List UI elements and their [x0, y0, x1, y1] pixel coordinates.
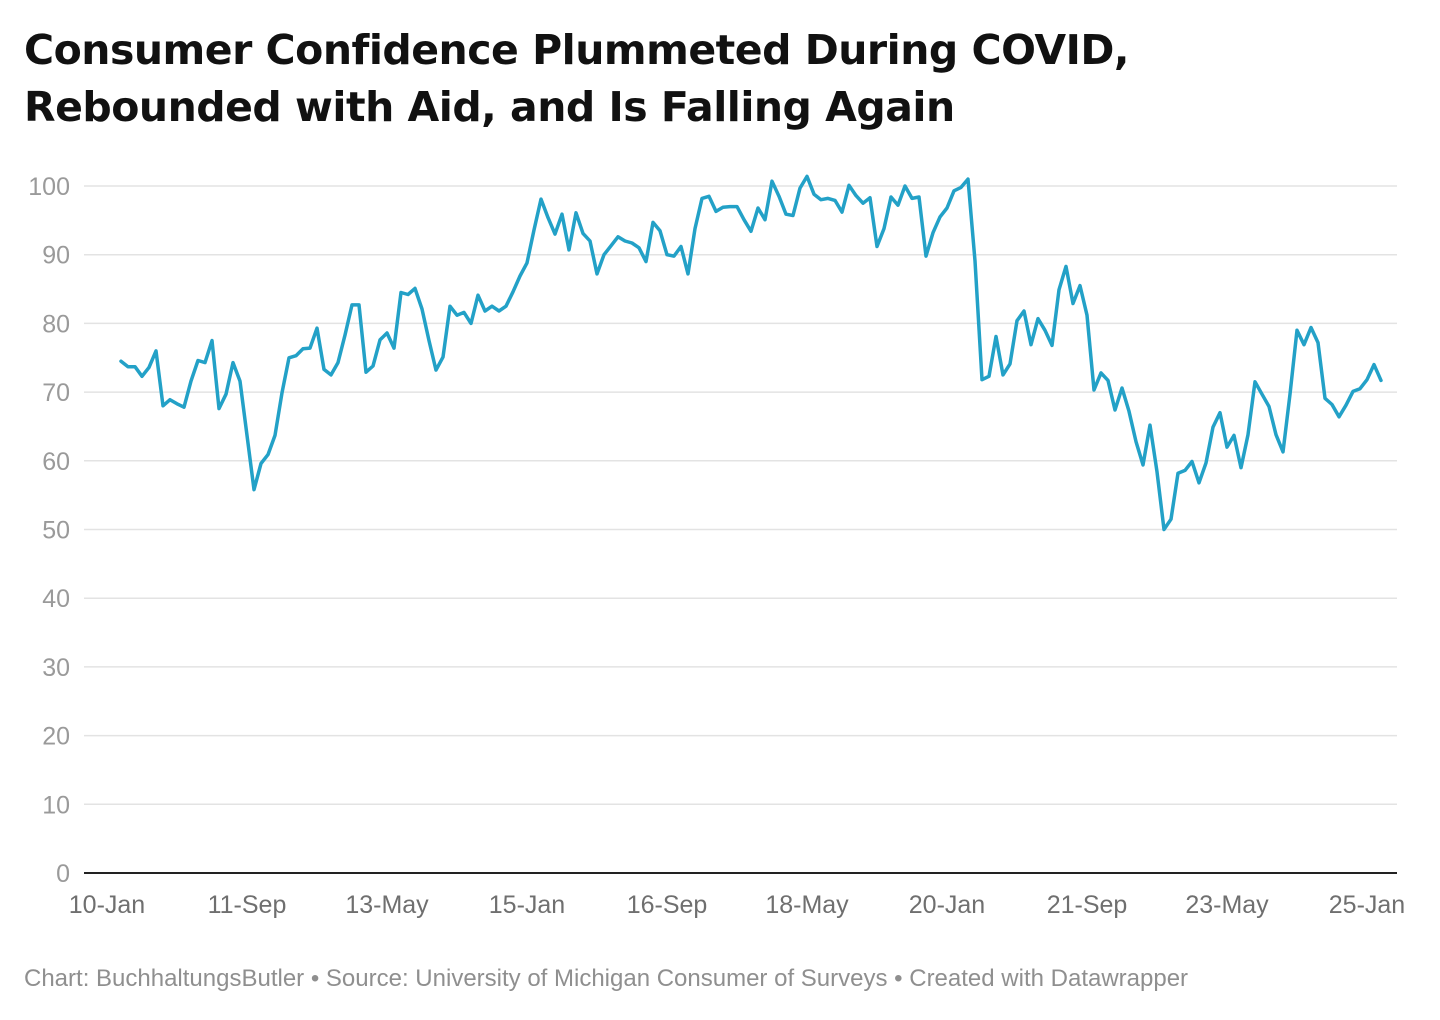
x-axis-ticks: 10-Jan 11-Sep 13-May 15-Jan 16-Sep 18-May 20-J… [69, 891, 1405, 919]
y-axis-ticks: 0 10 20 30 40 50 60 70 80 90 100 [28, 173, 70, 888]
created-with-note: Created with Datawrapper [909, 965, 1189, 992]
x-tick-label: 25-Jan [1329, 891, 1405, 919]
y-tick-label: 20 [42, 723, 70, 751]
line-chart: 0 10 20 30 40 50 60 70 80 90 100 10-Jan 11-Sep 13-Ma… [28, 173, 1405, 919]
x-tick-label: 21-Sep [1047, 891, 1128, 919]
x-tick-label: 10-Jan [69, 891, 145, 919]
y-tick-label: 30 [42, 654, 70, 682]
chart-title-line-2: Rebounded with Aid, and Is Falling Again [24, 83, 955, 131]
y-tick-label: 70 [42, 379, 70, 407]
y-tick-label: 0 [56, 860, 70, 888]
chart-footer: Chart: BuchhaltungsButler • Source: Univ… [24, 965, 1188, 993]
y-tick-label: 60 [42, 448, 70, 476]
x-tick-label: 18-May [765, 891, 849, 919]
footer-separator: • [304, 965, 326, 992]
x-tick-label: 20-Jan [909, 891, 985, 919]
chart-title-line-1: Consumer Confidence Plummeted During COV… [24, 26, 1129, 74]
x-tick-label: 16-Sep [627, 891, 708, 919]
y-tick-label: 50 [42, 517, 70, 545]
y-tick-label: 10 [42, 791, 70, 819]
confidence-series-line [119, 174, 1383, 532]
gridlines [84, 185, 1397, 806]
chart-title: Consumer Confidence Plummeted During COV… [24, 22, 1414, 136]
x-tick-label: 13-May [345, 891, 429, 919]
y-tick-label: 80 [42, 310, 70, 338]
x-tick-label: 11-Sep [208, 891, 287, 919]
footer-separator: • [887, 965, 910, 992]
y-tick-label: 90 [42, 242, 70, 270]
y-tick-label: 40 [42, 585, 70, 613]
y-tick-label: 100 [28, 173, 70, 201]
chart-credit: Chart: BuchhaltungsButler [24, 965, 305, 992]
x-tick-label: 23-May [1185, 891, 1269, 919]
x-tick-label: 15-Jan [489, 891, 565, 919]
source-note: Source: University of Michigan Consumer … [325, 965, 888, 992]
